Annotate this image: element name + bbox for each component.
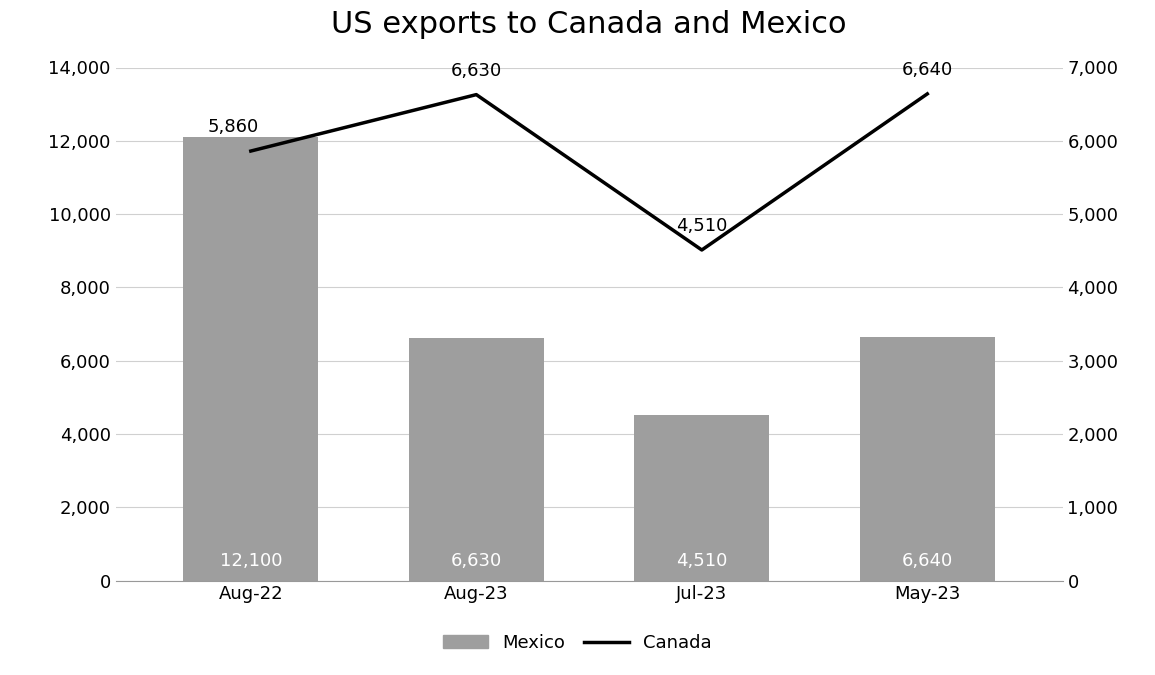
Text: 6,640: 6,640 — [902, 551, 953, 570]
Legend: Mexico, Canada: Mexico, Canada — [435, 627, 720, 659]
Text: 12,100: 12,100 — [219, 551, 282, 570]
Bar — [859, 338, 994, 580]
Bar — [184, 137, 319, 580]
Bar — [409, 338, 544, 580]
Text: 6,640: 6,640 — [902, 61, 953, 79]
Text: 6,630: 6,630 — [450, 551, 502, 570]
Bar — [634, 415, 769, 580]
Text: 5,860: 5,860 — [207, 118, 259, 136]
Title: US exports to Canada and Mexico: US exports to Canada and Mexico — [331, 9, 847, 38]
Text: 6,630: 6,630 — [450, 62, 502, 80]
Text: 4,510: 4,510 — [676, 551, 728, 570]
Text: 4,510: 4,510 — [676, 217, 728, 236]
